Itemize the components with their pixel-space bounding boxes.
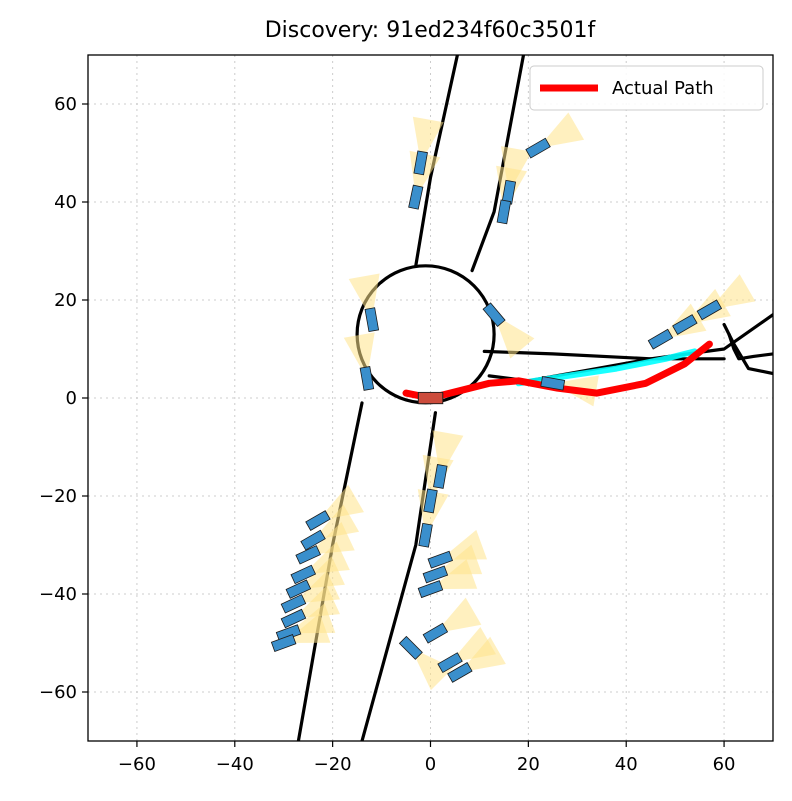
vehicle bbox=[280, 608, 307, 629]
y-tick-label: −20 bbox=[39, 486, 77, 507]
north-road-west-edge bbox=[414, 55, 459, 268]
x-tick-label: 0 bbox=[425, 754, 436, 775]
vehicle bbox=[427, 550, 454, 569]
y-tick-label: 60 bbox=[54, 94, 77, 115]
vehicle bbox=[305, 510, 331, 531]
vehicle bbox=[423, 488, 438, 514]
vehicle bbox=[647, 328, 674, 350]
vehicle bbox=[408, 184, 424, 210]
x-tick-label: −40 bbox=[216, 754, 254, 775]
view-cone bbox=[459, 636, 506, 673]
y-tick-label: 0 bbox=[66, 388, 77, 409]
view-cone bbox=[494, 314, 535, 359]
view-cone bbox=[308, 521, 355, 555]
vehicle bbox=[525, 137, 551, 159]
x-tick-label: 20 bbox=[517, 754, 540, 775]
north-road-east-edge bbox=[470, 55, 526, 273]
y-tick-label: −40 bbox=[39, 584, 77, 605]
view-cone bbox=[709, 274, 756, 310]
vehicle bbox=[422, 622, 449, 644]
x-tick-label: 60 bbox=[713, 754, 736, 775]
vehicle bbox=[398, 635, 423, 660]
view-cone bbox=[303, 541, 350, 575]
vehicle bbox=[696, 299, 723, 321]
vehicle bbox=[433, 464, 448, 489]
vehicle bbox=[413, 150, 428, 176]
vehicle bbox=[364, 307, 380, 333]
legend-box bbox=[529, 65, 764, 111]
view-cone bbox=[313, 504, 360, 541]
east-right-edge bbox=[722, 322, 773, 376]
chart-title: Discovery: 91ed234f60c3501f bbox=[265, 18, 597, 43]
vehicle bbox=[418, 522, 433, 548]
view-cone bbox=[410, 647, 454, 691]
x-tick-label: −20 bbox=[314, 754, 352, 775]
vehicle bbox=[300, 529, 326, 551]
view-cone bbox=[538, 112, 585, 149]
vehicle bbox=[422, 565, 449, 584]
vehicles bbox=[270, 137, 723, 683]
view-cone bbox=[435, 544, 483, 575]
roundabout-circle bbox=[355, 264, 496, 405]
view-cone bbox=[435, 597, 482, 634]
y-tick-label: 20 bbox=[54, 290, 77, 311]
x-tick-label: 40 bbox=[615, 754, 638, 775]
vehicle bbox=[447, 662, 473, 683]
vehicle bbox=[437, 652, 463, 674]
vehicle bbox=[280, 594, 307, 614]
vehicle bbox=[496, 199, 512, 225]
vehicle bbox=[540, 376, 566, 391]
vehicle bbox=[482, 302, 506, 327]
view-cone bbox=[293, 585, 341, 619]
vehicle bbox=[285, 579, 312, 599]
view-cone bbox=[318, 484, 364, 521]
legend: Actual Path bbox=[529, 65, 764, 111]
view-cone bbox=[440, 529, 488, 560]
vehicle bbox=[672, 314, 698, 335]
vehicle bbox=[359, 366, 375, 391]
view-cone bbox=[430, 559, 478, 590]
legend-label: Actual Path bbox=[612, 78, 714, 99]
y-tick-label: −60 bbox=[39, 682, 77, 703]
paths bbox=[402, 340, 713, 402]
ego-vehicle bbox=[417, 391, 444, 405]
actual-path-line bbox=[402, 340, 713, 402]
y-tick-label: 40 bbox=[54, 192, 77, 213]
ticks: −60 −40 −20 0 20 40 60 −60 −40 −20 0 20 40 60 bbox=[39, 94, 736, 775]
vehicle bbox=[417, 580, 444, 599]
view-cone bbox=[298, 556, 345, 590]
vehicle bbox=[290, 564, 317, 585]
ego-vehicle-group bbox=[417, 391, 444, 405]
view-cones bbox=[283, 112, 756, 691]
vehicle bbox=[295, 545, 321, 565]
x-tick-label: −60 bbox=[118, 754, 156, 775]
vehicle bbox=[270, 634, 297, 652]
